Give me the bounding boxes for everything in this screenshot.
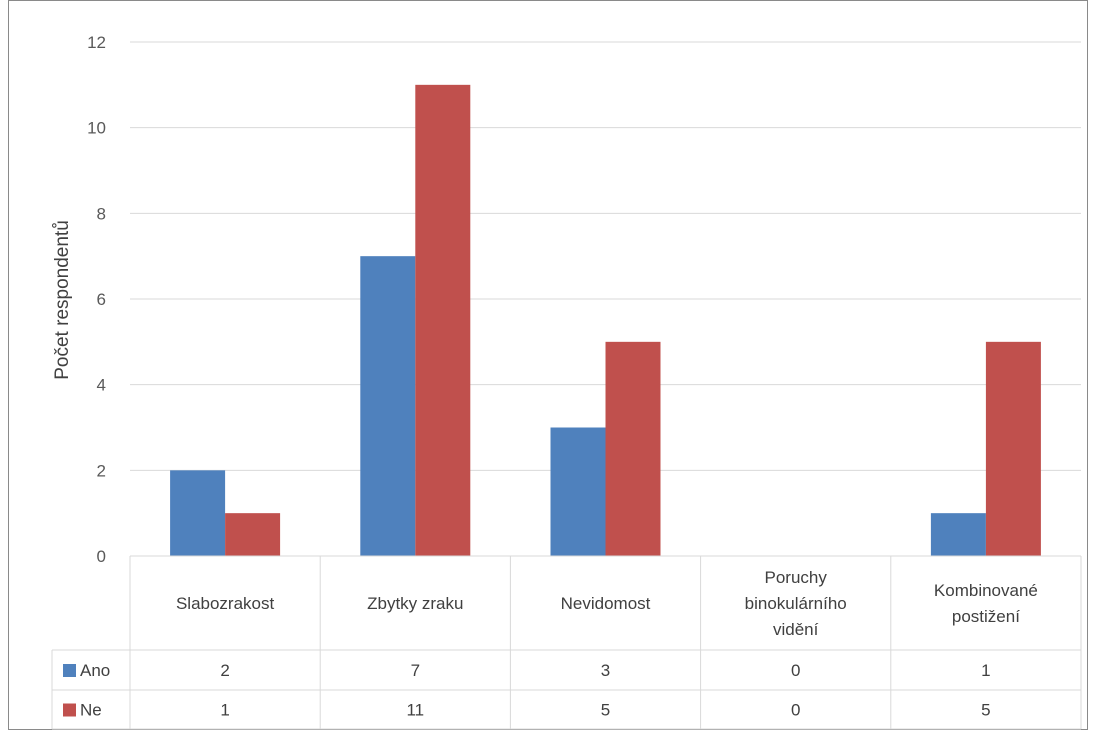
table-cell-value: 1: [220, 701, 229, 720]
category-label: vidění: [773, 620, 819, 639]
table-cell-value: 0: [791, 701, 800, 720]
bar-ne: [415, 84, 471, 556]
y-tick-label: 8: [97, 204, 106, 223]
table-cell-value: 0: [791, 661, 800, 680]
table-cell-value: 11: [406, 701, 424, 720]
y-tick-label: 2: [97, 461, 106, 480]
y-tick-label: 10: [87, 119, 106, 138]
y-tick-label: 6: [97, 290, 106, 309]
bar-ano: [930, 513, 986, 556]
bar-ano: [360, 256, 416, 556]
legend-label: Ne: [80, 701, 102, 720]
legend-key-ano: [63, 664, 76, 677]
y-axis-ticks: 0 2 4 6 8 10 12: [87, 33, 106, 566]
bar-ne: [985, 341, 1041, 556]
table-cell-value: 7: [411, 661, 420, 680]
bar-ne: [225, 513, 281, 556]
table-cell-value: 1: [981, 661, 990, 680]
gridlines: [130, 41, 1081, 471]
category-label: binokulárního: [745, 594, 847, 613]
table-cell-value: 5: [601, 701, 610, 720]
table-cell-value: 5: [981, 701, 990, 720]
table-cell-value: 2: [220, 661, 229, 680]
y-tick-label: 4: [97, 376, 106, 395]
category-label: Zbytky zraku: [367, 594, 463, 613]
bars: [170, 84, 1041, 556]
bar-ne: [605, 341, 661, 556]
legend-key-ne: [63, 703, 76, 717]
y-tick-label: 12: [87, 33, 106, 52]
category-label: Poruchy: [765, 568, 828, 587]
table-cell-value: 3: [601, 661, 610, 680]
category-label: Nevidomost: [561, 594, 651, 613]
category-label: Kombinované: [934, 581, 1038, 600]
y-tick-label: 0: [97, 547, 106, 566]
chart-frame: [8, 0, 1088, 730]
bar-ano: [550, 427, 606, 556]
legend-label: Ano: [80, 661, 110, 680]
category-label: Slabozrakost: [176, 594, 275, 613]
y-axis-label: Počet respondentů: [52, 220, 73, 380]
category-label: postižení: [952, 607, 1020, 626]
bar-ano: [170, 470, 226, 556]
data-table: Slabozrakost Zbytky zraku Nevidomost Poruch…: [51, 555, 1082, 730]
